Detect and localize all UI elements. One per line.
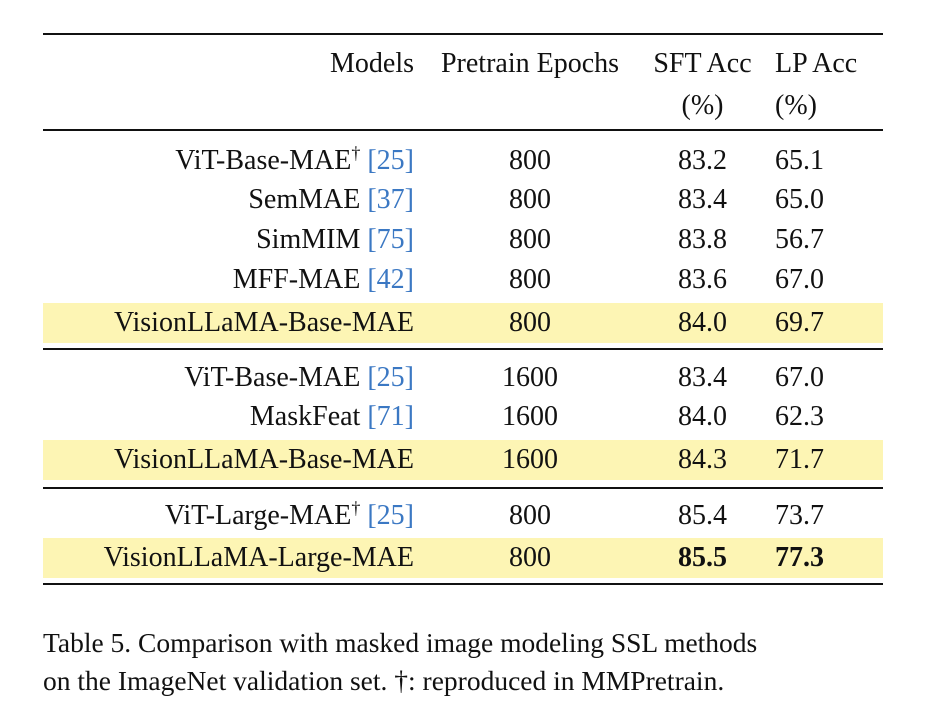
table-row-model: VisionLLaMA-Large-MAE bbox=[43, 541, 414, 575]
epochs-cell: 800 bbox=[509, 264, 551, 295]
sft-acc-cell: 84.0 bbox=[678, 307, 727, 338]
sft-acc-cell: 85.4 bbox=[678, 500, 727, 531]
citation-link[interactable]: [37] bbox=[367, 184, 414, 215]
header-sft-unit: (%) bbox=[681, 90, 724, 121]
model-name: SemMAE bbox=[248, 184, 361, 215]
epochs-cell: 800 bbox=[509, 307, 551, 338]
citation-link[interactable]: [25] bbox=[367, 500, 414, 531]
epochs-cell: 800 bbox=[509, 145, 551, 176]
citation-link[interactable]: [42] bbox=[367, 264, 414, 295]
table-row-model: VisionLLaMA-Base-MAE bbox=[43, 306, 414, 340]
group1-rule bbox=[43, 348, 883, 350]
header-rule bbox=[43, 129, 883, 131]
sft-acc-cell: 83.4 bbox=[678, 184, 727, 215]
sft-acc-cell: 83.6 bbox=[678, 264, 727, 295]
epochs-cell: 800 bbox=[509, 184, 551, 215]
lp-acc-cell: 67.0 bbox=[775, 264, 824, 295]
header-lp-unit: (%) bbox=[775, 90, 817, 121]
epochs-cell: 800 bbox=[509, 542, 551, 573]
header-pretrain-epochs: Pretrain Epochs bbox=[440, 48, 620, 79]
dagger-mark: † bbox=[351, 498, 361, 518]
model-name: VisionLLaMA-Large-MAE bbox=[103, 542, 414, 573]
epochs-cell: 1600 bbox=[502, 444, 558, 475]
model-name: ViT-Large-MAE bbox=[164, 500, 352, 531]
table-row-model: MFF-MAE [42] bbox=[43, 263, 414, 297]
table-row-model: ViT-Base-MAE [25] bbox=[43, 361, 414, 395]
top-rule bbox=[43, 33, 883, 35]
header-lp-acc: LP Acc bbox=[775, 48, 858, 79]
sft-acc-cell: 83.2 bbox=[678, 145, 727, 176]
lp-acc-cell: 65.0 bbox=[775, 184, 824, 215]
lp-acc-cell: 69.7 bbox=[775, 307, 824, 338]
epochs-cell: 800 bbox=[509, 224, 551, 255]
citation-link[interactable]: [25] bbox=[367, 362, 414, 393]
epochs-cell: 1600 bbox=[502, 401, 558, 432]
citation-link[interactable]: [71] bbox=[367, 401, 414, 432]
caption-line-1: Table 5. Comparison with masked image mo… bbox=[43, 627, 758, 658]
table-row-model: MaskFeat [71] bbox=[43, 400, 414, 434]
model-name: ViT-Base-MAE bbox=[184, 362, 361, 393]
sft-acc-cell-best: 85.5 bbox=[678, 542, 727, 573]
model-name: SimMIM bbox=[256, 224, 361, 255]
lp-acc-cell: 67.0 bbox=[775, 362, 824, 393]
lp-acc-cell: 56.7 bbox=[775, 224, 824, 255]
header-sft-acc: SFT Acc bbox=[653, 48, 752, 79]
table-row-model: SemMAE [37] bbox=[43, 183, 414, 217]
table-row-model: SimMIM [75] bbox=[43, 223, 414, 257]
epochs-cell: 800 bbox=[509, 500, 551, 531]
sft-acc-cell: 83.4 bbox=[678, 362, 727, 393]
citation-link[interactable]: [75] bbox=[367, 224, 414, 255]
header-models: Models bbox=[330, 48, 414, 79]
table-row-model: VisionLLaMA-Base-MAE bbox=[43, 443, 414, 477]
lp-acc-cell: 73.7 bbox=[775, 500, 824, 531]
sft-acc-cell: 83.8 bbox=[678, 224, 727, 255]
model-name: MFF-MAE bbox=[232, 264, 361, 295]
lp-acc-cell: 65.1 bbox=[775, 145, 824, 176]
dagger-mark: † bbox=[351, 143, 361, 163]
lp-acc-cell-best: 77.3 bbox=[775, 542, 824, 573]
highlight-row-base-1600 bbox=[43, 440, 883, 480]
sft-acc-cell: 84.3 bbox=[678, 444, 727, 475]
model-name: MaskFeat bbox=[249, 401, 361, 432]
group2-rule bbox=[43, 487, 883, 489]
bottom-rule bbox=[43, 583, 883, 585]
epochs-cell: 1600 bbox=[502, 362, 558, 393]
caption-line-2: on the ImageNet validation set. †: repro… bbox=[43, 665, 725, 696]
highlight-row-base-800 bbox=[43, 303, 883, 343]
citation-link[interactable]: [25] bbox=[367, 145, 414, 176]
lp-acc-cell: 71.7 bbox=[775, 444, 824, 475]
table-row-model: ViT-Base-MAE† [25] bbox=[43, 144, 414, 178]
sft-acc-cell: 84.0 bbox=[678, 401, 727, 432]
highlight-row-large-800 bbox=[43, 538, 883, 578]
model-name: VisionLLaMA-Base-MAE bbox=[113, 444, 414, 475]
table-row-model: ViT-Large-MAE† [25] bbox=[43, 499, 414, 533]
lp-acc-cell: 62.3 bbox=[775, 401, 824, 432]
model-name: ViT-Base-MAE bbox=[175, 145, 352, 176]
model-name: VisionLLaMA-Base-MAE bbox=[113, 307, 414, 338]
table-caption: Table 5. Comparison with masked image mo… bbox=[43, 624, 903, 700]
